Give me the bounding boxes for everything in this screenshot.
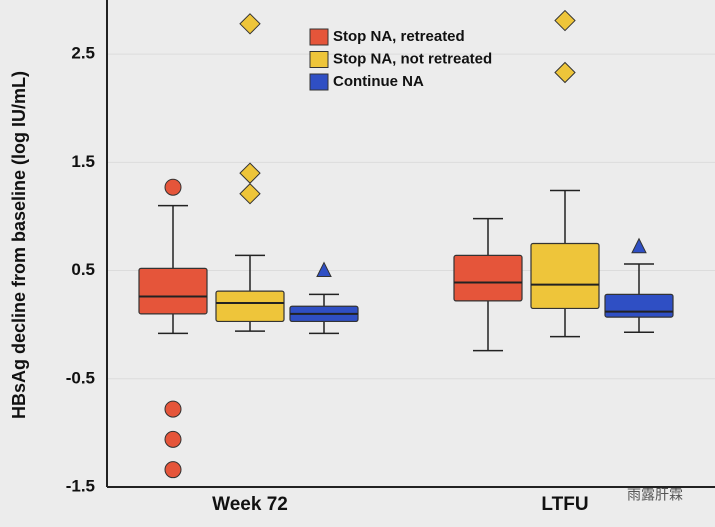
legend-label: Continue NA [333,73,424,90]
x-tick-label: Week 72 [212,494,288,515]
legend-swatch [309,73,329,91]
outlier [164,178,182,196]
outlier [239,183,261,205]
y-tick-label: 1.5 [71,152,95,171]
y-tick-label: 2.5 [71,44,95,63]
outlier [164,461,182,479]
box [138,267,208,315]
watermark: 雨露肝霖 [627,487,683,503]
box [604,293,674,318]
legend-swatch [309,28,329,46]
box [215,290,285,323]
x-tick-label: LTFU [541,494,588,515]
y-tick-label: -1.5 [66,476,95,495]
y-tick-label: -0.5 [66,368,95,387]
legend-label: Stop NA, retreated [333,28,465,45]
box [453,254,523,302]
legend-swatch [309,51,329,68]
legend-label: Stop NA, not retreated [333,50,492,67]
outlier [239,13,261,35]
outlier [316,261,332,278]
box [530,242,600,310]
y-axis-label: HBsAg decline from baseline (log IU/mL) [9,71,29,419]
outlier [554,9,576,32]
y-tick-label: 0.5 [71,260,95,279]
outlier [631,237,647,254]
outlier [554,61,576,84]
outlier [164,400,182,418]
outlier [239,162,261,184]
outlier [164,430,182,448]
